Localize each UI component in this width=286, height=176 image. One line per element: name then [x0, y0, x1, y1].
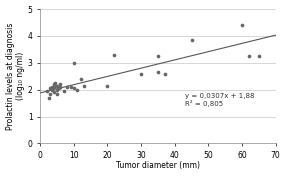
Point: [46, 96, 51, 99]
Point: [75, 88, 80, 91]
Point: [65, 86, 69, 88]
Point: [45, 90, 49, 92]
Point: [55, 88, 59, 91]
Text: y = 0,0307x + 1,88
R² = 0,805: y = 0,0307x + 1,88 R² = 0,805: [185, 93, 254, 107]
Point: [156, 71, 160, 74]
Point: [112, 53, 116, 56]
Point: [50, 86, 54, 88]
Point: [82, 84, 86, 87]
Point: [53, 81, 58, 84]
Point: [72, 87, 76, 90]
Point: [189, 39, 194, 41]
Point: [48, 92, 53, 95]
Point: [139, 72, 143, 75]
Point: [56, 87, 61, 90]
Point: [72, 61, 76, 64]
X-axis label: Tumor diameter (mm): Tumor diameter (mm): [116, 161, 200, 170]
Point: [257, 55, 261, 58]
Point: [156, 55, 160, 58]
Point: [51, 83, 56, 86]
Point: [58, 83, 63, 86]
Point: [58, 86, 63, 88]
Point: [51, 86, 56, 88]
Point: [240, 24, 244, 27]
Point: [61, 90, 66, 92]
Point: [55, 84, 59, 87]
Point: [48, 87, 53, 90]
Y-axis label: Prolactin levels at diagnosis
(log₁₀ ng/ml): Prolactin levels at diagnosis (log₁₀ ng/…: [5, 23, 25, 130]
Point: [246, 55, 251, 58]
Point: [78, 77, 83, 80]
Point: [105, 84, 110, 87]
Point: [162, 72, 167, 75]
Point: [51, 91, 56, 94]
Point: [50, 88, 54, 91]
Point: [55, 92, 59, 95]
Point: [68, 86, 73, 88]
